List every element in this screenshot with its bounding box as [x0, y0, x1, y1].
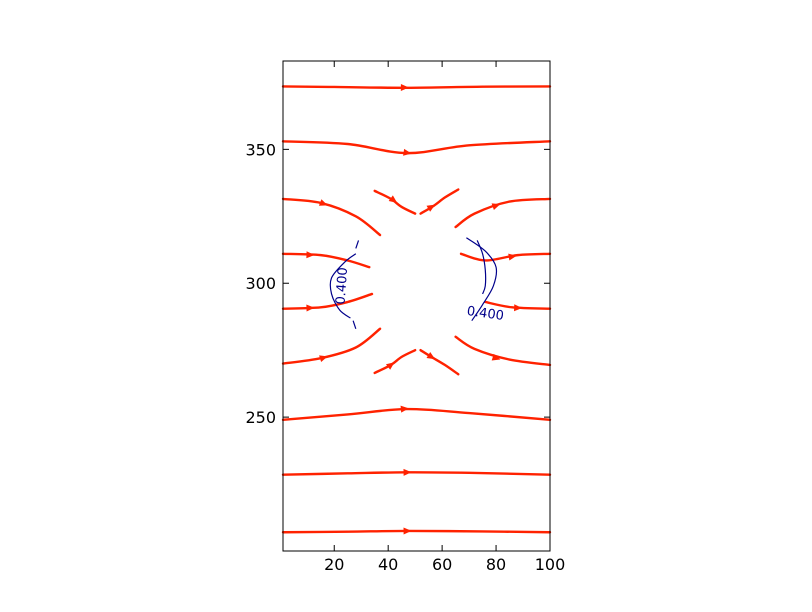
streamline	[419, 348, 460, 376]
x-tick-label: 60	[432, 555, 452, 574]
streamline	[281, 85, 552, 89]
streamline	[419, 188, 460, 215]
streamline-arrow	[400, 405, 409, 413]
x-tick-label: 100	[535, 555, 566, 574]
x-tick-label: 20	[324, 555, 344, 574]
streamline	[484, 300, 552, 310]
streamline	[281, 292, 374, 310]
streamline	[454, 335, 552, 367]
y-tick-label: 300	[245, 274, 276, 293]
streamline-arrow	[491, 203, 501, 211]
axis-ticks: 20 40 60 80 100 250 300 350	[245, 61, 565, 574]
streamline-arrow	[388, 195, 398, 203]
streamline-arrow	[385, 362, 395, 370]
contour-line	[329, 253, 357, 319]
contour-line	[352, 320, 357, 329]
streamline	[281, 197, 382, 237]
streamline	[459, 252, 552, 262]
streamline-arrow	[400, 83, 409, 91]
streamline-arrow	[306, 251, 315, 259]
streamline-arrow	[403, 148, 412, 156]
x-tick-label: 40	[378, 555, 398, 574]
streamline-arrow	[403, 527, 412, 535]
streamline	[281, 529, 552, 534]
streamline	[373, 189, 417, 215]
streamline-arrow	[426, 204, 436, 212]
y-tick-label: 250	[245, 408, 276, 427]
streamline-arrow	[508, 253, 517, 261]
plot-frame	[282, 60, 551, 552]
streamline	[454, 197, 552, 229]
x-tick-label: 80	[486, 555, 506, 574]
contour-line	[466, 237, 498, 322]
streamline	[373, 348, 417, 375]
contour-label: 0.400	[334, 267, 352, 305]
streamline-arrow	[403, 468, 412, 476]
contour-line	[355, 240, 360, 249]
streamline-arrow	[426, 352, 436, 360]
streamline-arrow	[319, 355, 328, 363]
streamline-arrow	[318, 199, 328, 206]
streamline-arrow	[306, 304, 315, 312]
contour-line	[476, 240, 487, 295]
streamline	[281, 252, 371, 269]
streamline-arrow	[491, 353, 501, 361]
contour-label: 0.400	[466, 304, 505, 324]
y-tick-label: 350	[245, 140, 276, 159]
streamlines	[281, 83, 552, 535]
streamline	[281, 327, 382, 365]
contour-lines: 0.400 0.400	[329, 237, 505, 329]
streamline-arrow	[514, 304, 523, 312]
